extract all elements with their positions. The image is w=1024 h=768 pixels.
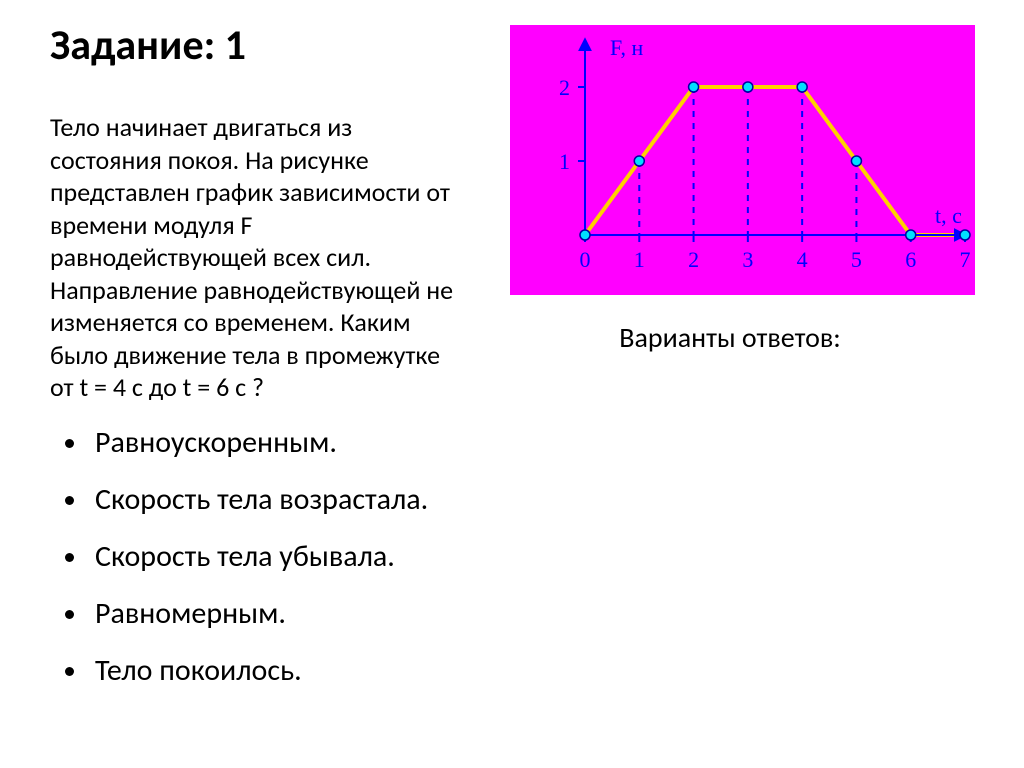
answer-option: Тело покоилось. — [90, 642, 984, 699]
right-column: 0 1 2 3 4 5 6 7 1 2 F, н t, с Варианты ответов: — [480, 20, 980, 404]
answer-option: Скорость тела возрастала. — [90, 471, 984, 528]
svg-text:F, н: F, н — [610, 35, 643, 60]
svg-text:5: 5 — [851, 247, 862, 272]
svg-text:7: 7 — [960, 247, 971, 272]
left-column: Задание: 1 Тело начинает двигаться из со… — [50, 20, 480, 404]
svg-text:3: 3 — [742, 247, 753, 272]
svg-text:6: 6 — [905, 247, 916, 272]
svg-text:2: 2 — [688, 247, 699, 272]
slide: Задание: 1 Тело начинает двигаться из со… — [0, 0, 1024, 768]
svg-text:1: 1 — [559, 149, 570, 174]
svg-text:t, с: t, с — [935, 203, 962, 228]
task-title: Задание: 1 — [50, 20, 460, 71]
answer-option: Равномерным. — [90, 585, 984, 642]
answers-heading: Варианты ответов: — [480, 320, 980, 355]
svg-text:4: 4 — [797, 247, 808, 272]
force-time-chart: 0 1 2 3 4 5 6 7 1 2 F, н t, с — [510, 25, 975, 295]
task-text: Тело начинает двигаться из состояния пок… — [50, 111, 460, 404]
svg-text:0: 0 — [580, 247, 591, 272]
answers-list: Равноускоренным. Скорость тела возрастал… — [90, 414, 984, 699]
top-row: Задание: 1 Тело начинает двигаться из со… — [50, 20, 984, 404]
svg-text:1: 1 — [634, 247, 645, 272]
svg-text:2: 2 — [559, 75, 570, 100]
chart-container: 0 1 2 3 4 5 6 7 1 2 F, н t, с — [510, 25, 980, 295]
answer-option: Равноускоренным. — [90, 414, 984, 471]
answer-option: Скорость тела убывала. — [90, 528, 984, 585]
